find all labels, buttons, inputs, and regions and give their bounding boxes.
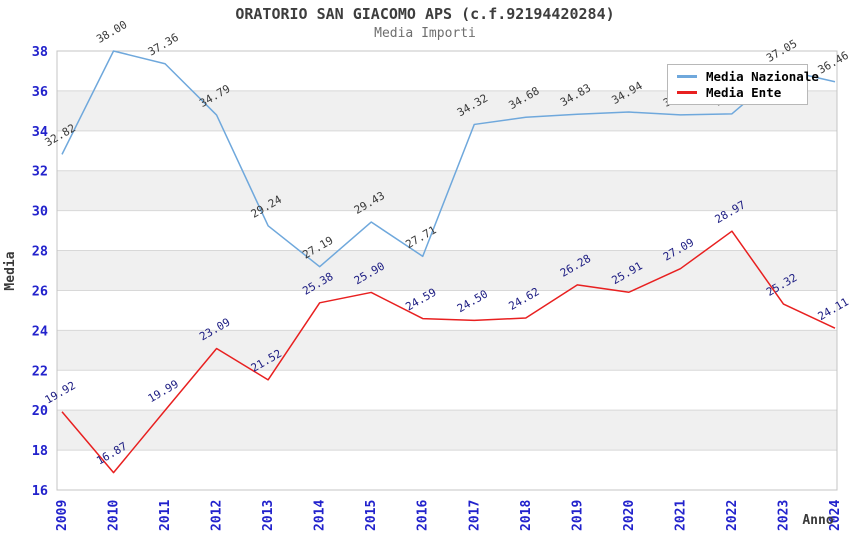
x-tick-label: 2017: [467, 500, 482, 531]
x-tick-label: 2016: [416, 500, 431, 531]
x-tick-label: 2024: [828, 500, 843, 531]
x-tick-label: 2022: [725, 500, 740, 531]
chart-subtitle: Media Importi: [374, 26, 476, 41]
x-tick-label: 2013: [261, 500, 276, 531]
series-line-media-nazionale: [61, 50, 836, 268]
y-tick-label: 24: [32, 323, 48, 339]
legend: Media Nazionale Media Ente: [667, 64, 819, 105]
series-line-media-ente: [61, 230, 836, 474]
data-point-label: 37.36: [146, 31, 181, 59]
x-tick-label: 2011: [158, 500, 173, 531]
data-point-label: 24.11: [816, 295, 850, 323]
y-tick-label: 32: [32, 164, 48, 180]
legend-item-media-ente: Media Ente: [677, 85, 807, 100]
legend-line-swatch-ente: [677, 90, 697, 94]
legend-item-label: Media Nazionale: [706, 69, 819, 85]
data-point-label: 24.50: [455, 287, 490, 315]
y-tick-label: 16: [32, 483, 48, 499]
y-tick-label: 22: [32, 363, 48, 379]
y-tick-label: 36: [32, 84, 48, 100]
x-tick-label: 2009: [55, 500, 70, 531]
grid-band: [57, 170, 837, 211]
y-tick-label: 38: [32, 44, 48, 60]
y-tick-label: 20: [32, 403, 48, 419]
data-point-label: 19.92: [43, 379, 78, 407]
grid-band: [57, 330, 837, 371]
y-axis-title: Media: [3, 251, 18, 290]
x-tick-label: 2023: [776, 500, 791, 531]
y-tick-label: 26: [32, 283, 48, 299]
x-tick-label: 2015: [364, 500, 379, 531]
data-point-label: 19.99: [146, 377, 181, 405]
data-point-label: 27.71: [403, 223, 438, 251]
x-tick-label: 2021: [673, 500, 688, 531]
x-tick-label: 2012: [210, 500, 225, 531]
grid-band: [57, 250, 837, 291]
plot-border: [56, 50, 838, 491]
grid-band: [57, 410, 837, 451]
y-tick-label: 34: [32, 124, 48, 140]
x-tick-label: 2010: [107, 500, 122, 531]
legend-line-swatch-nazionale: [677, 75, 697, 79]
y-tick-label: 30: [32, 204, 48, 220]
y-tick-label: 28: [32, 244, 48, 260]
x-tick-label: 2019: [570, 500, 585, 531]
x-tick-label: 2014: [313, 500, 328, 531]
y-tick-label: 18: [32, 443, 48, 459]
data-point-label: 38.00: [94, 18, 129, 46]
data-point-label: 36.46: [816, 49, 850, 77]
x-tick-label: 2018: [519, 500, 534, 531]
legend-item-label: Media Ente: [706, 84, 782, 100]
legend-item-media-nazionale: Media Nazionale: [677, 69, 819, 84]
x-tick-label: 2020: [622, 500, 637, 531]
chart-title: ORATORIO SAN GIACOMO APS (c.f.9219442028…: [235, 5, 615, 23]
data-point-label: 37.05: [764, 37, 799, 65]
x-axis-title: Anno: [802, 513, 833, 528]
